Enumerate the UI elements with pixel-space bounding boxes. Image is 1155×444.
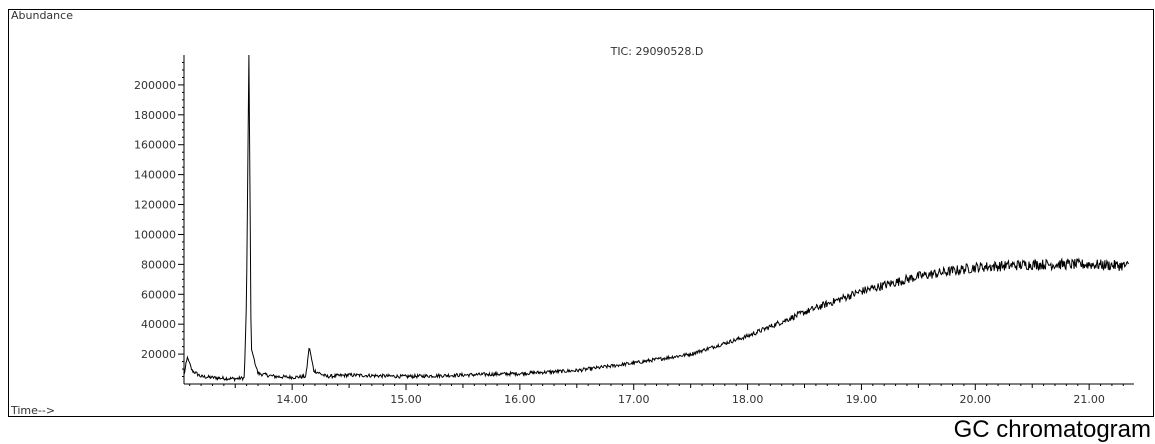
y-tick-label: 20000	[141, 348, 176, 361]
x-tick-label: 18.00	[732, 393, 764, 406]
x-tick-label: 17.00	[618, 393, 650, 406]
ticks: 14.00 15.00 16.00 17.00 18.00 19.00 20.00 21.00…	[134, 61, 1124, 406]
y-tick-label: 120000	[134, 199, 176, 212]
plot-area	[183, 54, 1130, 383]
y-tick-label: 140000	[134, 169, 176, 182]
y-tick-label: 100000	[134, 228, 176, 241]
x-tick-label: 19.00	[846, 393, 878, 406]
x-axis-label: Time-->	[10, 404, 55, 417]
x-tick-label: 15.00	[390, 393, 422, 406]
chromatogram-chart: 14.00 15.00 16.00 17.00 18.00 19.00 20.00 21.00…	[10, 10, 1134, 417]
y-tick-label: 160000	[134, 139, 176, 152]
x-tick-label: 21.00	[1073, 393, 1105, 406]
chart-title: TIC: 29090528.D	[610, 45, 704, 58]
y-tick-label: 200000	[134, 79, 176, 92]
x-tick-label: 16.00	[504, 393, 536, 406]
x-tick-label: 20.00	[960, 393, 992, 406]
tic-trace	[183, 54, 1130, 383]
y-tick-label: 80000	[141, 258, 176, 271]
y-tick-label: 60000	[141, 288, 176, 301]
y-tick-label: 40000	[141, 318, 176, 331]
image-caption: GC chromatogram	[953, 416, 1151, 443]
axes	[183, 55, 1134, 385]
y-axis-label: Abundance	[11, 10, 73, 22]
chart-frame: 14.00 15.00 16.00 17.00 18.00 19.00 20.00 21.00…	[8, 9, 1154, 417]
y-tick-label: 180000	[134, 109, 176, 122]
x-tick-label: 14.00	[276, 393, 308, 406]
